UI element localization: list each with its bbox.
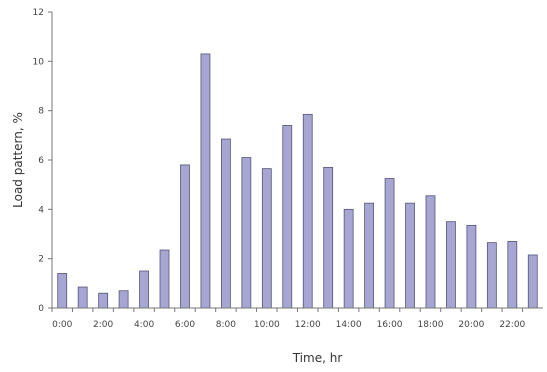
bar-3-00 [118,290,129,309]
y-tick-label: 0 [38,304,44,314]
bar-16-00 [384,178,395,309]
bar-13-00 [323,166,334,309]
x-tick-label: 20:00 [458,320,484,330]
bar-12-00 [302,113,313,309]
y-tick-label: 2 [38,255,44,265]
bar-21-00 [486,242,497,309]
bar-5-00 [159,249,170,309]
bar-6-00 [180,164,190,309]
y-tick-label: 4 [38,205,44,215]
bar-23-00 [527,254,538,309]
bar-1-00 [77,286,88,309]
bar-20-00 [466,224,477,309]
y-tick-label: 8 [38,107,44,117]
x-tick-label: 16:00 [377,320,403,330]
bar-4-00 [139,270,149,309]
bar-10-00 [261,168,272,309]
x-tick-label: 0:00 [52,320,72,330]
x-tick-label: 18:00 [418,320,444,330]
bar-2-00 [98,292,109,309]
bar-22-00 [507,240,518,309]
x-tick-label: 6:00 [175,320,195,330]
bar-11-00 [282,125,293,309]
x-tick-label: 8:00 [216,320,236,330]
x-ticks: 0:00 2:00 4:00 6:00 8:00 10:00 12:00 14:00 16:00… [51,308,526,330]
x-tick-label: 10:00 [254,320,280,330]
x-tick-label: 12:00 [295,320,321,330]
bar-17-00 [405,202,415,309]
y-axis-title: Load pattern, % [11,112,25,208]
x-axis-title: Time, hr [292,351,343,365]
x-tick-label: 2:00 [93,320,113,330]
bar-15-00 [364,202,375,309]
y-tick-label: 6 [38,156,44,166]
y-ticks: 0 2 4 6 8 10 12 [33,8,52,314]
y-tick-label: 12 [33,8,44,18]
x-tick-label: 14:00 [336,320,362,330]
bar-9-00 [241,157,252,309]
bars-layer [57,53,538,309]
bar-8-00 [220,138,231,309]
bar-19-00 [446,221,456,309]
bar-0-00 [57,273,68,309]
x-tick-label: 22:00 [499,320,525,330]
bar-18-00 [425,195,436,309]
bar-14-00 [343,208,354,309]
bar-7-00 [200,53,211,309]
x-tick-label: 4:00 [134,320,154,330]
y-tick-label: 10 [33,57,45,67]
